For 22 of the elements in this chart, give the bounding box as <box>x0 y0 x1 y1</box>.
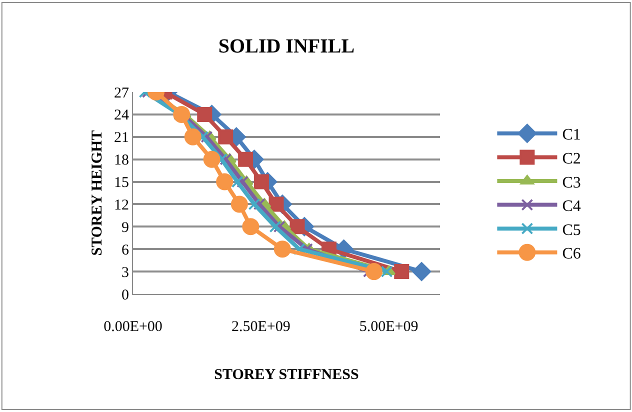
legend-label: C1 <box>562 126 581 144</box>
legend-label: C5 <box>562 222 581 239</box>
y-tick-label: 27 <box>114 85 130 102</box>
x-tick-label: 2.50E+09 <box>231 319 290 335</box>
x-tick-label: 5.00E+09 <box>359 319 418 335</box>
y-tick-label: 15 <box>114 175 129 192</box>
legend-label: C4 <box>562 198 581 216</box>
y-tick-label: 18 <box>114 152 129 169</box>
y-tick-label: 3 <box>122 264 129 281</box>
y-tick-label: 21 <box>114 130 129 146</box>
y-tick-label: 9 <box>122 220 129 236</box>
legend-label: C6 <box>562 246 581 263</box>
legend-label: C2 <box>562 150 581 168</box>
y-tick-label: 0 <box>122 287 129 304</box>
y-tick-label: 6 <box>122 242 130 258</box>
chart-title: SOLID INFILL <box>218 35 355 58</box>
x-tick-label: 0.00E+00 <box>104 319 162 335</box>
legend-label: C3 <box>562 174 581 192</box>
y-tick-label: 12 <box>114 197 129 214</box>
y-axis-title: STOREY HEIGHT <box>89 130 106 256</box>
y-tick-label: 24 <box>114 108 130 124</box>
x-axis-title: STOREY STIFFNESS <box>214 367 359 383</box>
